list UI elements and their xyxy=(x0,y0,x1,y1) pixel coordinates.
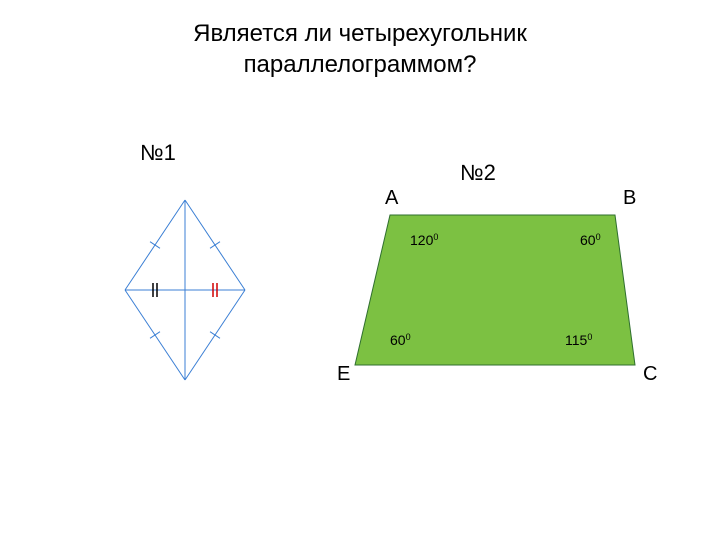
vertex-label: С xyxy=(643,363,657,386)
title-line-1: Является ли четырехугольник xyxy=(193,20,527,47)
figure-2-number: №2 xyxy=(460,160,496,186)
title-line-2: параллелограммом? xyxy=(244,51,477,78)
vertex-label: А xyxy=(385,187,398,210)
figure-2-parallelogram: 12006006001150 xyxy=(335,185,665,395)
vertex-label: Е xyxy=(337,363,350,386)
page-title: Является ли четырехугольник параллелогра… xyxy=(0,18,720,80)
vertex-label: В xyxy=(623,187,636,210)
figure-1-number: №1 xyxy=(140,140,176,166)
figure-1-rhombus xyxy=(95,190,275,390)
